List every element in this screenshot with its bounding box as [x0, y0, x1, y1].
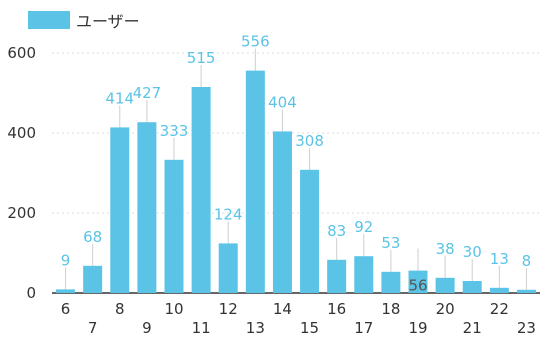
y-tick-label: 0 [26, 284, 36, 302]
data-label: 92 [354, 218, 373, 236]
x-tick-label: 8 [115, 300, 125, 318]
x-tick-label: 19 [408, 319, 427, 337]
x-tick-label: 22 [490, 300, 509, 318]
x-tick-label: 18 [381, 300, 400, 318]
x-tick-label: 10 [164, 300, 183, 318]
x-tick-label: 6 [61, 300, 71, 318]
bar [83, 265, 103, 293]
y-tick-label: 600 [7, 44, 36, 62]
data-label: 68 [83, 228, 102, 246]
data-label: 13 [490, 250, 509, 268]
data-label: 308 [295, 132, 324, 150]
x-tick-label: 15 [300, 319, 319, 337]
x-tick-label: 13 [246, 319, 265, 337]
legend-swatch [28, 11, 70, 29]
x-tick-label: 23 [517, 319, 536, 337]
x-tick-label: 16 [327, 300, 346, 318]
bar [300, 169, 320, 293]
data-label: 515 [187, 49, 216, 67]
data-label: 8 [522, 252, 532, 270]
data-label: 56 [408, 277, 427, 295]
data-label: 38 [436, 240, 455, 258]
bar [354, 256, 374, 293]
legend: ユーザー [28, 8, 140, 32]
bar [408, 270, 428, 293]
bar [164, 159, 184, 293]
y-tick-label: 400 [7, 124, 36, 142]
data-label: 333 [160, 122, 189, 140]
legend-label: ユーザー [76, 12, 140, 31]
x-tick-label: 9 [142, 319, 152, 337]
bar [218, 243, 238, 293]
data-label: 124 [214, 205, 243, 223]
bar [435, 277, 455, 293]
bar [489, 287, 509, 293]
x-tick-label: 20 [436, 300, 455, 318]
x-tick-label: 12 [219, 300, 238, 318]
x-tick-label: 14 [273, 300, 292, 318]
x-tick-label: 17 [354, 319, 373, 337]
bar [110, 127, 130, 294]
data-label: 414 [105, 89, 134, 107]
bar [516, 289, 536, 293]
data-label: 83 [327, 222, 346, 240]
bar [137, 122, 157, 293]
bar [272, 131, 292, 293]
data-label: 404 [268, 93, 297, 111]
bar [381, 271, 401, 293]
data-label: 556 [241, 33, 270, 51]
bar [191, 87, 211, 293]
x-tick-label: 7 [88, 319, 98, 337]
data-label: 9 [61, 251, 71, 269]
x-tick-label: 21 [463, 319, 482, 337]
data-label: 427 [133, 84, 162, 102]
x-tick-label: 11 [192, 319, 211, 337]
bar [462, 281, 482, 293]
data-label: 30 [463, 243, 482, 261]
y-tick-label: 200 [7, 204, 36, 222]
bar [56, 289, 76, 293]
bar [245, 70, 265, 293]
data-label: 53 [381, 234, 400, 252]
bar [327, 259, 347, 293]
